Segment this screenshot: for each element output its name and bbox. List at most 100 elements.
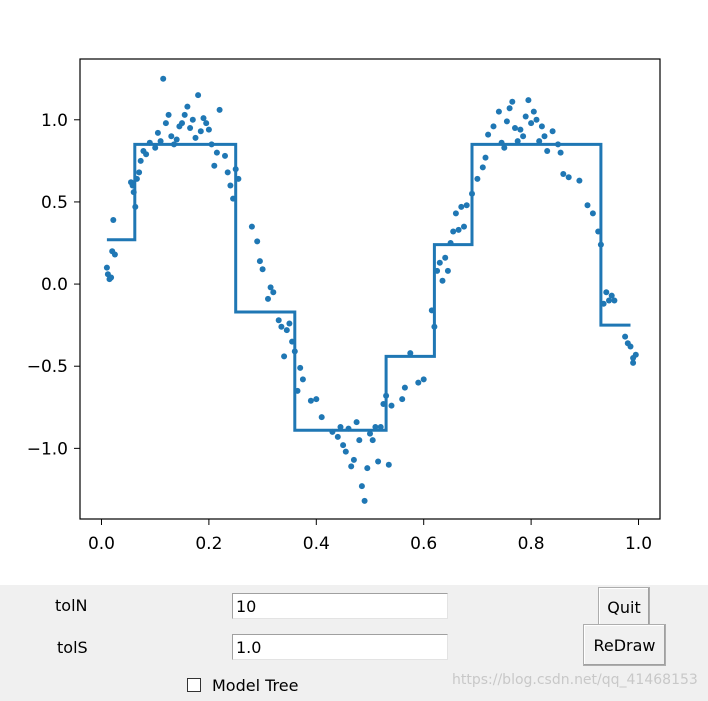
data-point: [541, 133, 548, 140]
data-point: [495, 108, 502, 115]
data-point: [560, 171, 567, 177]
data-point: [283, 327, 290, 334]
data-point: [356, 437, 363, 444]
redraw-button[interactable]: ReDraw: [583, 624, 666, 666]
data-point: [254, 238, 261, 245]
data-point: [211, 162, 218, 169]
data-point: [334, 433, 341, 440]
chart: 0.0 0.2 0.4 0.6 0.8 1.0 1.0 0.5 0.0 −0.5 −1.0: [27, 58, 661, 554]
data-point: [348, 463, 355, 470]
data-point: [313, 396, 320, 403]
data-point: [415, 379, 422, 386]
data-point: [168, 133, 175, 140]
data-point: [627, 343, 634, 350]
data-point: [364, 465, 371, 472]
data-point: [299, 376, 306, 383]
data-point: [512, 125, 518, 131]
model-tree-checkbox[interactable]: [187, 678, 201, 692]
data-point: [463, 202, 470, 209]
data-point: [189, 116, 196, 123]
data-point: [632, 351, 639, 358]
data-point: [514, 138, 521, 145]
data-point: [503, 118, 510, 125]
data-point: [420, 376, 427, 383]
data-point: [388, 402, 395, 409]
data-point: [256, 258, 263, 265]
data-point: [337, 424, 344, 430]
data-point: [108, 274, 115, 281]
data-point: [461, 223, 467, 230]
data-point: [372, 424, 379, 430]
y-tick-label: 0.0: [41, 275, 68, 295]
y-tick-label: −0.5: [27, 357, 68, 377]
data-point: [528, 120, 535, 127]
data-point: [353, 419, 360, 426]
data-point: [442, 254, 449, 261]
data-point: [525, 97, 532, 104]
data-point: [606, 297, 612, 304]
data-point: [222, 152, 228, 159]
data-point: [399, 396, 406, 403]
data-point: [377, 424, 384, 430]
data-point: [536, 138, 543, 145]
data-point: [286, 320, 293, 327]
data-point: [265, 295, 271, 302]
x-tick-label: 0.0: [88, 534, 115, 554]
data-point: [517, 126, 524, 133]
data-point: [576, 177, 583, 184]
data-point: [622, 333, 629, 340]
x-tick-label: 1.0: [625, 534, 652, 554]
data-point: [565, 174, 572, 181]
data-point: [137, 157, 144, 164]
data-point: [533, 116, 540, 123]
chart-marks: [103, 75, 639, 504]
y-tick-label: 0.5: [41, 193, 68, 213]
quit-button[interactable]: Quit: [598, 587, 650, 627]
tols-input[interactable]: [232, 634, 448, 660]
data-point: [200, 115, 207, 122]
x-tick-label: 0.8: [518, 534, 545, 554]
data-point: [136, 169, 143, 176]
data-point: [143, 151, 150, 158]
data-point: [281, 353, 288, 360]
data-point: [385, 461, 392, 468]
data-point: [275, 317, 282, 324]
data-point: [458, 203, 465, 210]
toln-label: tolN: [55, 596, 88, 615]
data-point: [216, 106, 223, 113]
regression-tree-line: [106, 142, 631, 432]
data-point: [455, 226, 462, 233]
data-point: [307, 397, 314, 404]
data-point: [195, 92, 202, 99]
data-point: [452, 210, 459, 217]
tols-label: tolS: [57, 638, 88, 657]
data-point: [584, 202, 591, 209]
data-point: [436, 259, 443, 266]
data-point: [297, 364, 304, 371]
data-point: [407, 350, 414, 357]
data-point: [162, 120, 169, 127]
x-tick-label: 0.4: [303, 534, 330, 554]
data-point: [358, 483, 365, 490]
data-point: [375, 458, 382, 465]
data-point: [444, 267, 451, 274]
data-point: [157, 138, 164, 145]
data-point: [342, 448, 349, 455]
data-point: [485, 131, 492, 138]
data-point: [544, 148, 551, 154]
data-point: [630, 359, 637, 366]
data-point: [474, 175, 481, 182]
data-point: [181, 111, 188, 118]
data-point: [179, 120, 185, 127]
data-point: [152, 144, 159, 151]
data-point: [557, 149, 564, 156]
data-point: [361, 497, 368, 504]
data-point: [589, 210, 596, 217]
data-point: [611, 297, 618, 304]
data-point: [367, 430, 373, 437]
data-point: [450, 228, 457, 235]
data-point: [490, 123, 497, 130]
toln-input[interactable]: [232, 593, 448, 619]
x-tick-label: 0.6: [410, 534, 437, 554]
model-tree-label: Model Tree: [212, 676, 299, 695]
